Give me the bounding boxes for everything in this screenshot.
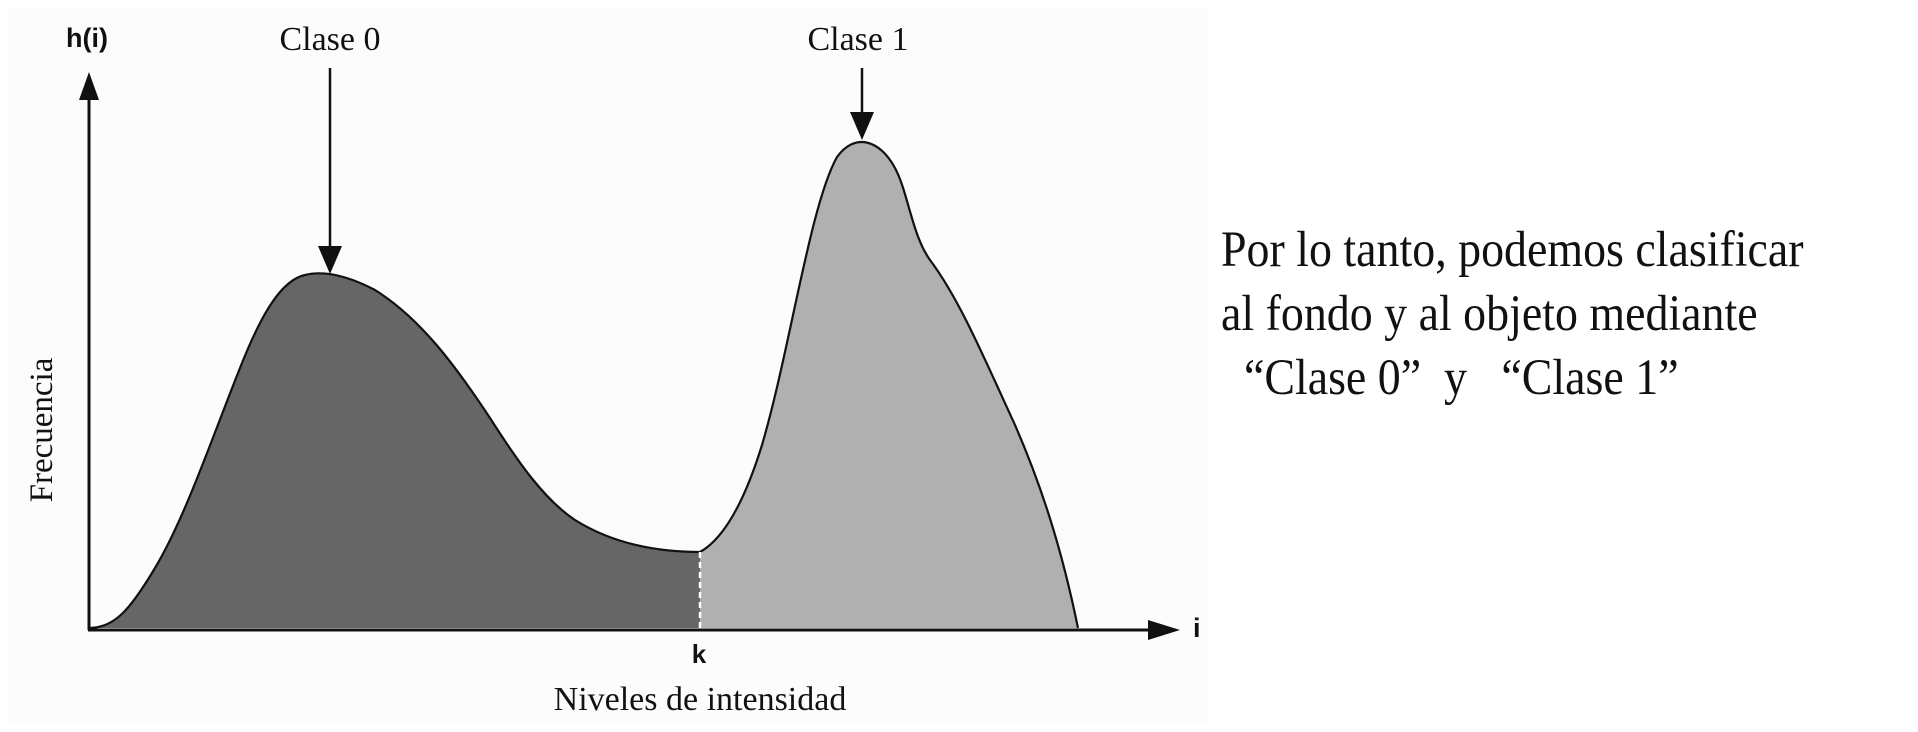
class1-arrowhead [850, 112, 874, 140]
explanation-line-1: Por lo tanto, podemos clasificar [1221, 222, 1804, 278]
explanation-line-3: “Clase 0” y “Clase 1” [1221, 350, 1679, 406]
class0-arrowhead [318, 246, 342, 274]
explanation-text-block: Por lo tanto, podemos clasificar al fond… [1221, 218, 1842, 410]
x-axis-arrowhead [1148, 620, 1180, 640]
class1-label: Clase 1 [807, 21, 908, 58]
y-axis-title: Frecuencia [24, 357, 60, 502]
x-axis-title: Niveles de intensidad [554, 681, 847, 718]
y-axis-arrowhead [79, 72, 99, 100]
y-axis-symbol-label: h(i) [66, 23, 108, 53]
threshold-k-label: k [692, 639, 707, 669]
class0-label: Clase 0 [279, 21, 380, 58]
class0-region [90, 273, 700, 628]
explanation-line-2: al fondo y al objeto mediante [1221, 286, 1758, 342]
class1-region [700, 141, 1078, 629]
histogram-curve [89, 140, 1080, 630]
x-axis-symbol-label: i [1193, 613, 1201, 643]
